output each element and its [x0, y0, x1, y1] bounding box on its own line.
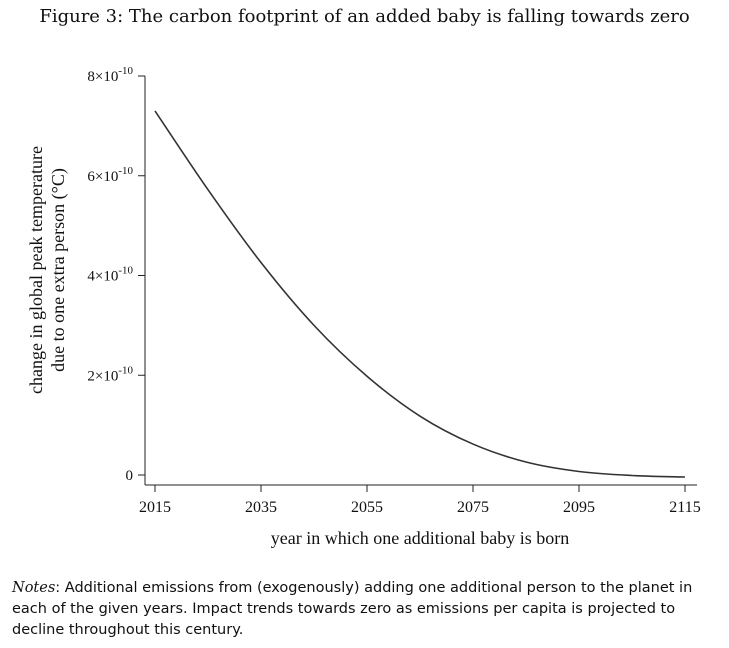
notes-label: Notes [12, 580, 56, 596]
y-tick-label: 0 [126, 468, 134, 484]
y-axis-ticks: 0 2×10-10 4×10-10 6×10-10 8×10-10 [87, 65, 145, 484]
x-tick-label: 2035 [245, 499, 277, 516]
series-line [154, 110, 686, 478]
y-tick-label: 4×10-10 [87, 265, 133, 285]
axes [144, 76, 697, 486]
line-chart: 02×10-104×10-106×10-108×10-10 2015 2035 20… [26, 65, 701, 548]
x-tick-label: 2115 [669, 499, 700, 516]
y-axis-label-line2: due to one extra person (°C) [48, 168, 69, 372]
notes-text: : Additional emissions from (exogenously… [12, 580, 693, 638]
y-tick-label: 6×10-10 [87, 165, 133, 185]
x-tick-label: 2055 [351, 499, 383, 516]
y-axis-label-line1: change in global peak temperature [26, 146, 46, 394]
x-tick-label: 2075 [457, 499, 489, 516]
x-axis-ticks: 2015 2035 2055 2075 2095 2115 [139, 485, 701, 516]
figure-title: Figure 3: The carbon footprint of an add… [39, 6, 690, 27]
x-tick-label: 2095 [563, 499, 595, 516]
x-tick-label: 2015 [139, 499, 171, 516]
x-axis-label: year in which one additional baby is bor… [271, 528, 569, 548]
series-group [154, 110, 686, 478]
y-tick-label: 8×10-10 [87, 65, 133, 85]
figure-notes: Notes: Additional emissions from (exogen… [12, 578, 720, 641]
y-tick-label: 2×10-10 [87, 364, 133, 384]
